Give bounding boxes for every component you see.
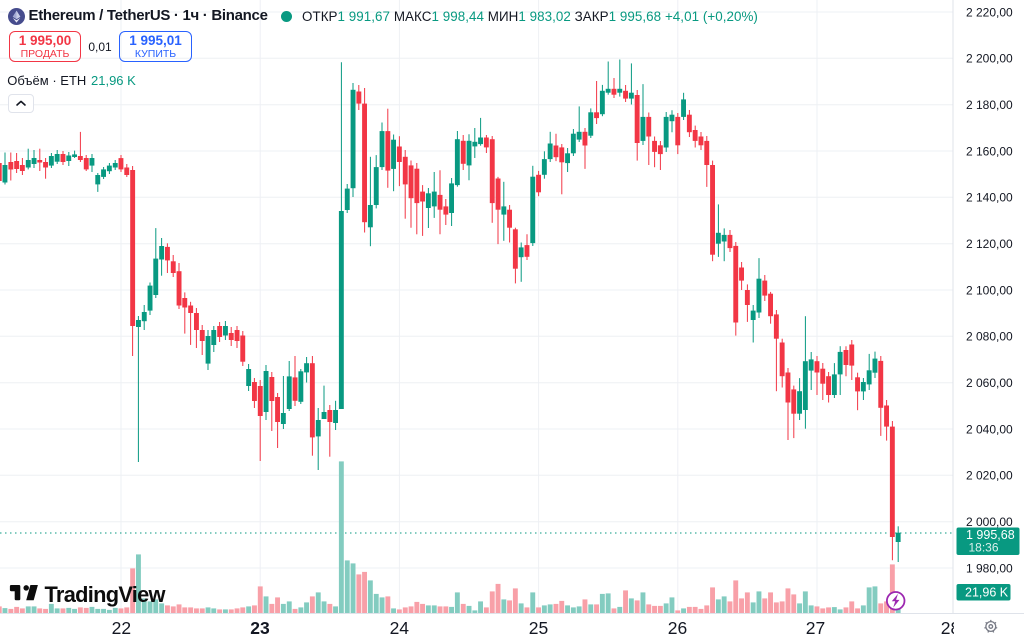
svg-text:28: 28 <box>941 618 960 638</box>
svg-text:1 995,68: 1 995,68 <box>966 528 1015 542</box>
svg-text:2 180,00: 2 180,00 <box>966 98 1013 112</box>
svg-text:2 120,00: 2 120,00 <box>966 237 1013 251</box>
svg-text:18:36: 18:36 <box>969 541 999 555</box>
svg-text:2 040,00: 2 040,00 <box>966 422 1013 436</box>
svg-text:2 220,00: 2 220,00 <box>966 5 1013 19</box>
svg-text:TradingView: TradingView <box>45 582 166 607</box>
svg-text:27: 27 <box>806 618 825 638</box>
svg-text:24: 24 <box>390 618 410 638</box>
svg-text:23: 23 <box>250 618 270 638</box>
svg-text:2 140,00: 2 140,00 <box>966 191 1013 205</box>
svg-text:2 000,00: 2 000,00 <box>966 515 1013 529</box>
svg-text:2 200,00: 2 200,00 <box>966 52 1013 66</box>
svg-text:22: 22 <box>112 618 131 638</box>
svg-text:2 020,00: 2 020,00 <box>966 469 1013 483</box>
svg-text:2 100,00: 2 100,00 <box>966 283 1013 297</box>
svg-text:1 980,00: 1 980,00 <box>966 561 1013 575</box>
svg-text:26: 26 <box>668 618 687 638</box>
svg-text:25: 25 <box>529 618 548 638</box>
svg-text:2 160,00: 2 160,00 <box>966 144 1013 158</box>
svg-text:2 060,00: 2 060,00 <box>966 376 1013 390</box>
svg-text:21,96 K: 21,96 K <box>965 586 1009 600</box>
svg-text:2 080,00: 2 080,00 <box>966 330 1013 344</box>
